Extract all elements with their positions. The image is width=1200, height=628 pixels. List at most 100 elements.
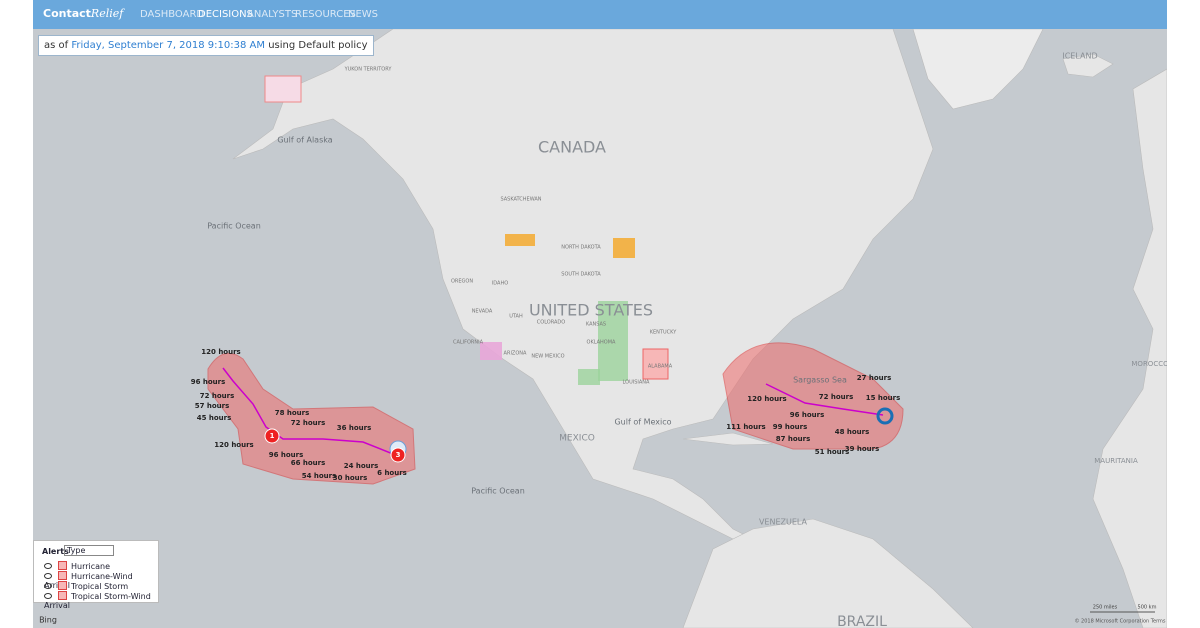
land-cuba [682, 432, 774, 446]
water-label: Pacific Ocean [471, 487, 525, 496]
forecast-hour-label: 39 hours [845, 445, 880, 453]
storm-marker [390, 447, 406, 463]
legend-swatch [58, 581, 67, 590]
region-label: ICELAND [1062, 52, 1097, 61]
land-europe-africa [1092, 68, 1167, 628]
state-label: ALABAMA [648, 364, 673, 370]
alert-area [642, 348, 669, 380]
scale-label: 500 km [1138, 605, 1157, 611]
visibility-icon[interactable] [44, 593, 52, 599]
storm-cone [722, 342, 904, 450]
legend-label: Tropical Storm-Wind Arrival [44, 592, 151, 610]
visibility-icon[interactable] [44, 563, 52, 569]
legend-label: Tropical Storm [71, 582, 129, 591]
map[interactable]: CANADA UNITED STATES MEXICO ICELAND VENEZUEL… [33, 29, 1167, 628]
alert-area [264, 75, 302, 103]
forecast-hour-label: 72 hours [819, 393, 854, 401]
alert-area [598, 301, 628, 381]
storm-marker-label: 1 [270, 432, 275, 440]
state-label: NORTH DAKOTA [561, 245, 601, 251]
status-prefix: as of [44, 40, 69, 51]
forecast-hour-label: 96 hours [191, 378, 226, 386]
legend-title: Alerts [42, 547, 69, 556]
region-label: BRAZIL [837, 614, 887, 628]
forecast-hour-label: 48 hours [835, 428, 870, 436]
legend: Alerts Type Hurricane Hurricane-Wind Arri… [33, 540, 159, 610]
alert-area [505, 234, 535, 246]
app: CANADA UNITED STATES MEXICO ICELAND VENEZUEL… [33, 0, 1167, 628]
water-label: Pacific Ocean [207, 222, 261, 231]
brand[interactable]: ContactRelief [43, 7, 123, 20]
legend-label: Hurricane [71, 562, 111, 571]
storm-marker [264, 428, 280, 444]
forecast-hour-label: 78 hours [275, 409, 310, 417]
forecast-hour-label: 24 hours [344, 462, 379, 470]
forecast-hour-label: 96 hours [269, 451, 304, 459]
legend-swatch [58, 591, 67, 600]
forecast-hour-label: 15 hours [866, 394, 901, 402]
state-label: IDAHO [492, 281, 508, 287]
state-label: OKLAHOMA [587, 340, 617, 346]
forecast-hour-label: 72 hours [291, 419, 326, 427]
legend-item[interactable]: Tropical Storm-Wind Arrival [44, 591, 158, 610]
legend-swatch [58, 571, 67, 580]
attribution: © 2018 Microsoft Corporation Terms [1074, 618, 1165, 625]
nav-item[interactable]: ANALYSTS [247, 9, 298, 20]
forecast-hour-label: 45 hours [197, 414, 232, 422]
legend-swatch [58, 561, 67, 570]
state-label: UTAH [509, 314, 523, 320]
legend-item[interactable]: Hurricane-Wind Arrival [44, 571, 158, 590]
state-label: OREGON [451, 279, 473, 285]
alert-area [480, 342, 502, 360]
forecast-hour-label: 6 hours [377, 469, 407, 477]
state-label: SOUTH DAKOTA [561, 272, 601, 278]
nav-item[interactable]: RESOURCES [295, 9, 356, 20]
land-iceland [1062, 53, 1114, 78]
brand-script: Relief [90, 7, 124, 20]
state-label: YUKON TERRITORY [344, 67, 393, 73]
forecast-hour-label: 120 hours [747, 395, 786, 403]
scale-label: 250 miles [1093, 605, 1118, 611]
region-label: CANADA [538, 138, 606, 157]
state-label: ARIZONA [504, 351, 527, 357]
legend-select[interactable]: Type [64, 545, 114, 556]
provider-logo: Bing [39, 616, 57, 625]
region-label: MEXICO [559, 434, 595, 444]
forecast-hour-label: 54 hours [302, 472, 337, 480]
forecast-hour-label: 120 hours [201, 348, 240, 356]
forecast-hour-label: 72 hours [200, 392, 235, 400]
forecast-hour-label: 99 hours [773, 423, 808, 431]
land-south-america [682, 518, 974, 628]
nav-item[interactable]: DASHBOARD [140, 9, 205, 20]
status-box: as of Friday, September 7, 2018 9:10:38 … [38, 35, 374, 56]
forecast-hour-label: 27 hours [857, 374, 892, 382]
state-label: NEVADA [472, 309, 493, 315]
water-label: Sargasso Sea [793, 376, 847, 385]
visibility-icon[interactable] [44, 573, 52, 579]
legend-label: Hurricane-Wind Arrival [44, 572, 133, 590]
legend-item[interactable]: Hurricane [44, 561, 110, 571]
forecast-hour-label: 66 hours [291, 459, 326, 467]
legend-item[interactable]: Tropical Storm [44, 581, 128, 591]
state-label: SASKATCHEWAN [500, 197, 541, 203]
nav-item[interactable]: NEWS [348, 9, 379, 20]
forecast-hour-label: 120 hours [214, 441, 253, 449]
state-label: KANSAS [586, 322, 606, 328]
storm-cone [207, 352, 416, 485]
forecast-hour-label: 57 hours [195, 402, 230, 410]
alert-area [578, 369, 600, 385]
storm-icon [876, 407, 894, 425]
status-timestamp[interactable]: Friday, September 7, 2018 9:10:38 AM [71, 40, 266, 51]
region-label: MOROCCO [1131, 360, 1167, 368]
visibility-icon[interactable] [44, 583, 52, 589]
state-label: LOUISIANA [623, 380, 650, 386]
state-label: CALIFORNIA [453, 340, 484, 346]
land-greenland [912, 29, 1044, 110]
state-label: KENTUCKY [650, 330, 677, 336]
region-label: VENEZUELA [759, 518, 808, 527]
storm-marker-label: 3 [396, 451, 401, 459]
water-label: Gulf of Alaska [277, 136, 332, 145]
nav-item[interactable]: DECISIONS [198, 9, 253, 20]
alert-area [613, 238, 635, 258]
state-label: NEW MEXICO [531, 354, 564, 360]
